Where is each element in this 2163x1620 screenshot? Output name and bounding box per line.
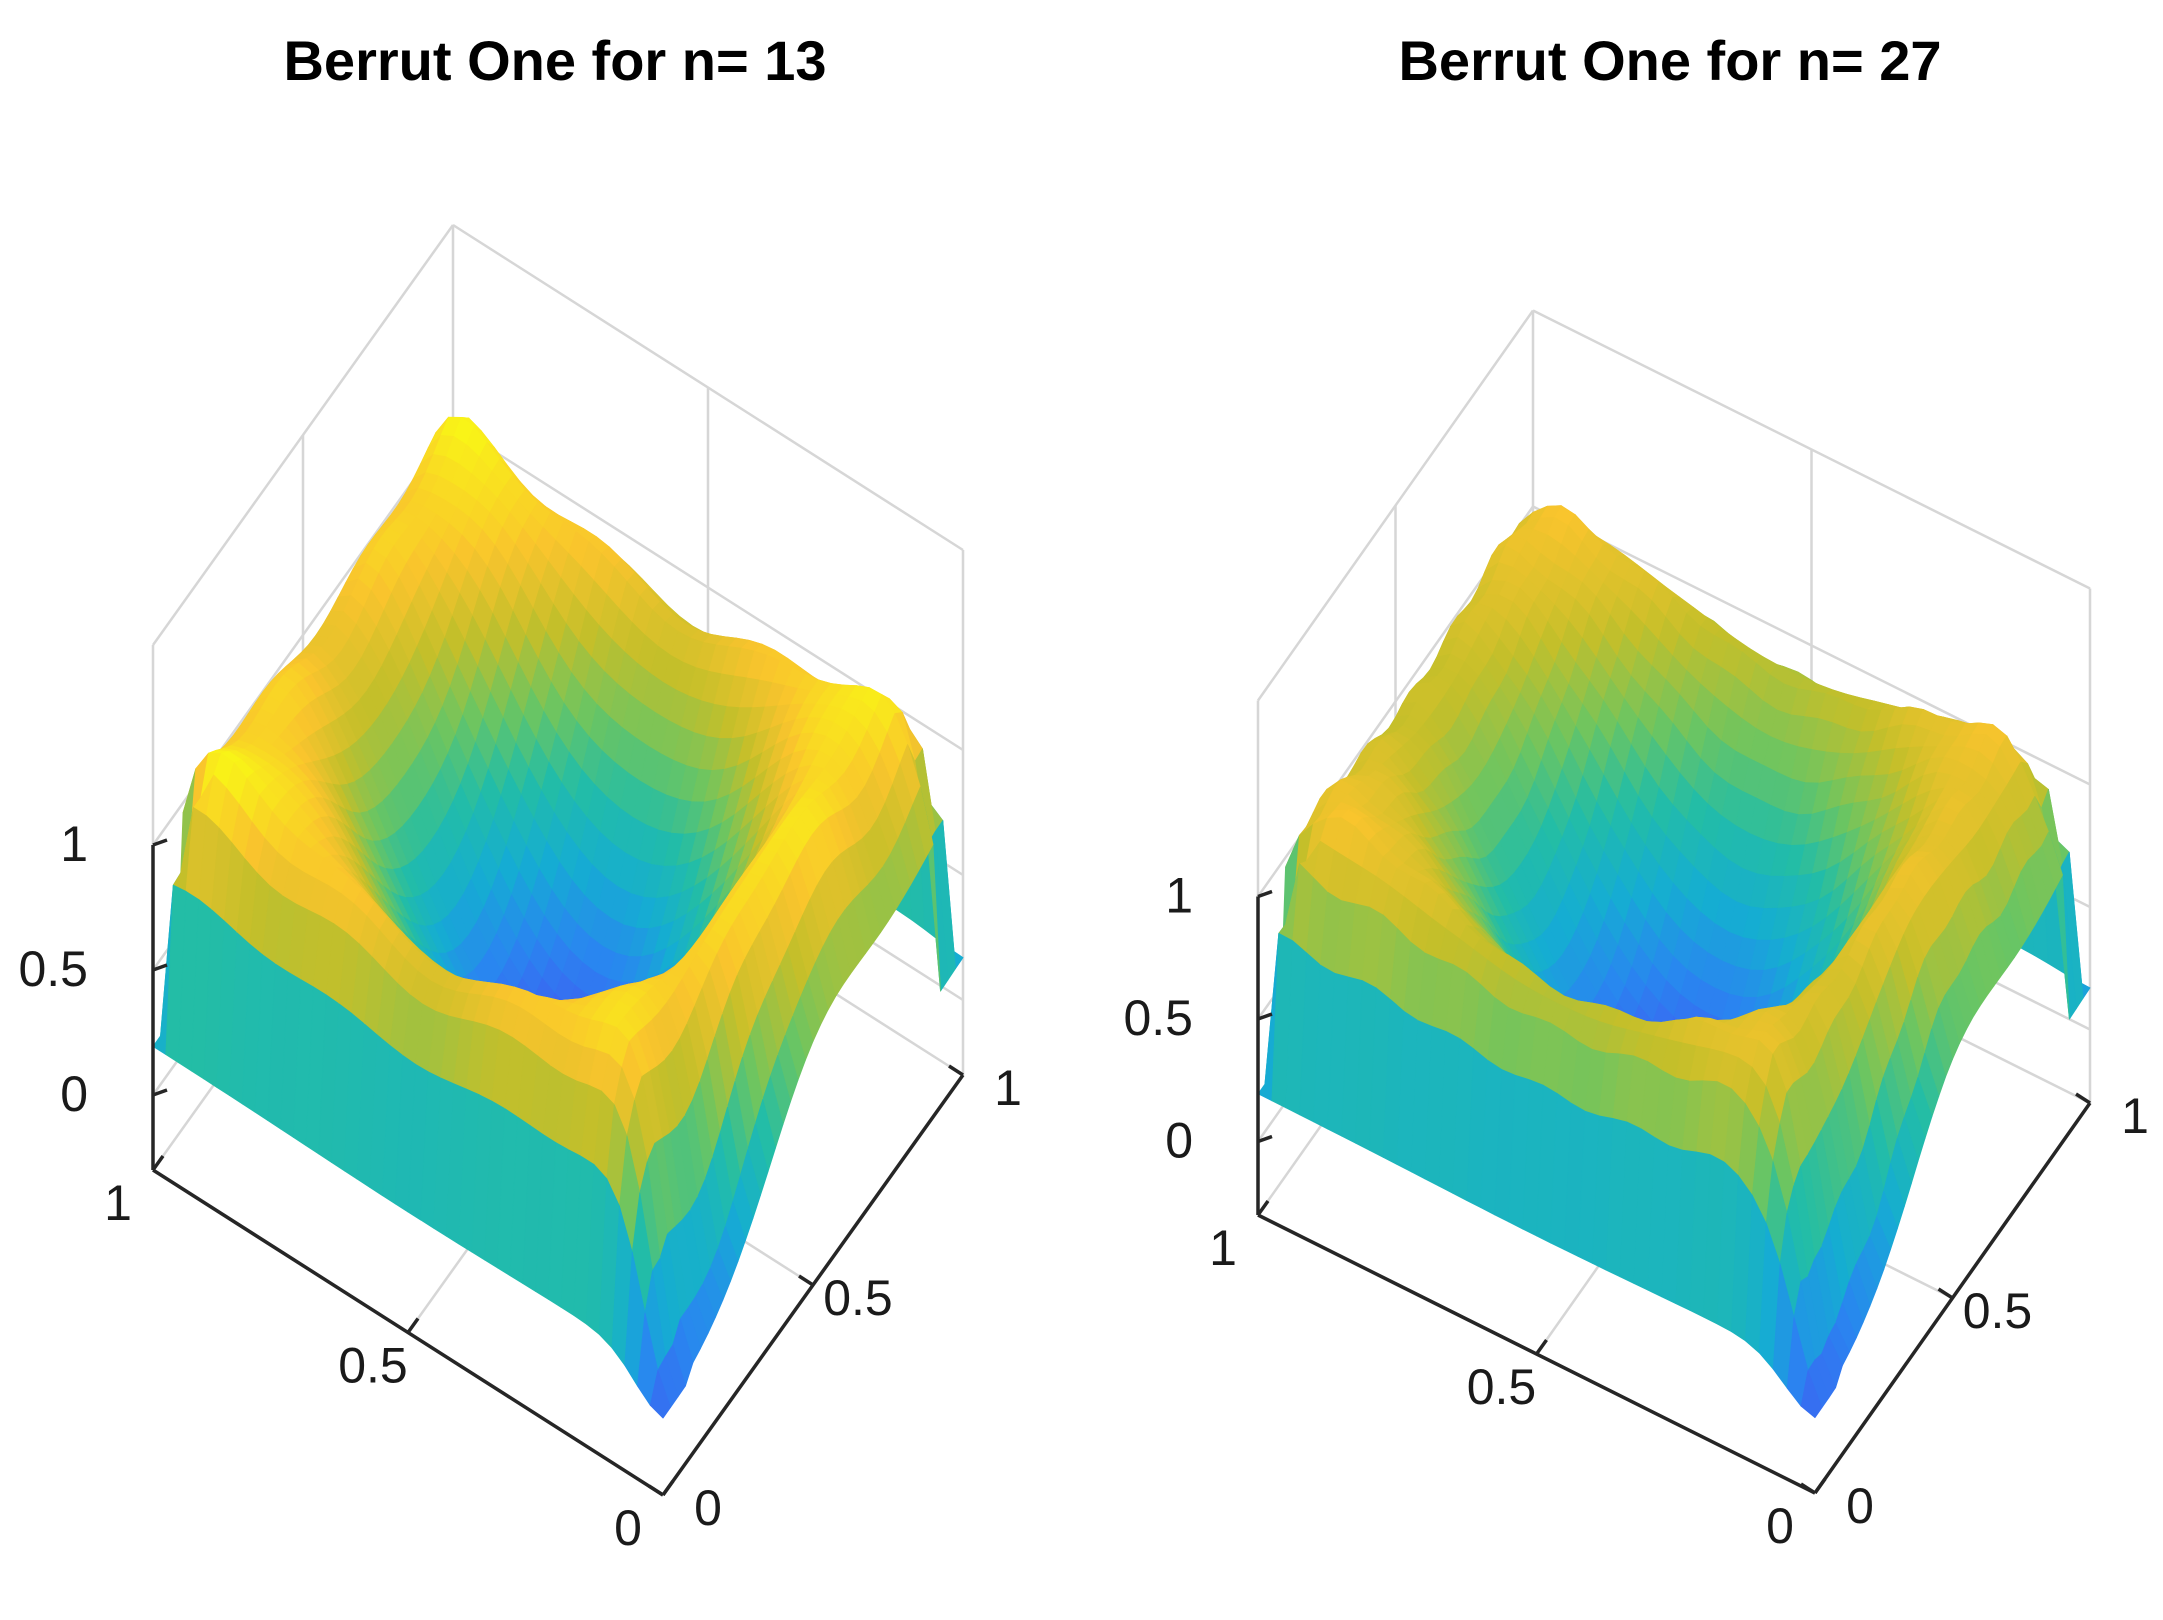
plot-title: Berrut One for n= 27	[1398, 29, 1941, 92]
z-tick	[1257, 889, 1273, 899]
x-tick-label: 1	[1209, 1220, 1237, 1276]
x-tick	[406, 1317, 420, 1334]
x-tick-label: 1	[104, 1175, 132, 1231]
y-tick-label: 0.5	[1963, 1283, 2033, 1339]
z-tick-label: 1	[60, 816, 88, 872]
y-tick	[2075, 1092, 2091, 1105]
x-tick	[151, 1154, 165, 1172]
x-tick	[1535, 1338, 1548, 1356]
surface-patch	[649, 1370, 671, 1419]
y-tick	[798, 1274, 814, 1287]
y-tick-label: 1	[2121, 1088, 2149, 1144]
y-tick-label: 0.5	[823, 1270, 893, 1326]
y-tick	[948, 1064, 964, 1077]
x-tick-label: 0.5	[1467, 1359, 1537, 1415]
x-tick	[1256, 1199, 1270, 1217]
surface-patch	[1800, 1370, 1823, 1419]
y-tick-label: 0	[694, 1480, 722, 1536]
z-tick	[152, 838, 168, 847]
axes	[151, 838, 965, 1497]
y-tick-label: 1	[994, 1060, 1022, 1116]
y-tick-label: 0	[1846, 1478, 1874, 1534]
z-tick-label: 1	[1165, 868, 1193, 924]
x-tick	[1813, 1477, 1827, 1495]
z-tick	[1257, 1134, 1273, 1144]
z-tick-label: 0.5	[18, 941, 88, 997]
axes	[1256, 889, 2092, 1495]
plot-title: Berrut One for n= 13	[283, 29, 826, 92]
z-tick-label: 0	[1165, 1113, 1193, 1169]
z-tick	[1257, 1012, 1273, 1021]
y-tick	[1937, 1287, 1954, 1300]
surface	[152, 416, 964, 1419]
x-tick	[661, 1479, 675, 1497]
x-tick-label: 0.5	[338, 1338, 408, 1394]
z-tick	[152, 1088, 168, 1097]
surface	[1257, 505, 2091, 1419]
z-tick-label: 0.5	[1123, 990, 1193, 1046]
z-tick-label: 0	[60, 1066, 88, 1122]
x-tick-label: 0	[1766, 1498, 1794, 1554]
x-tick-label: 0	[614, 1500, 642, 1556]
z-tick	[152, 963, 168, 972]
y-tick	[648, 1484, 664, 1497]
y-tick	[1800, 1482, 1816, 1495]
